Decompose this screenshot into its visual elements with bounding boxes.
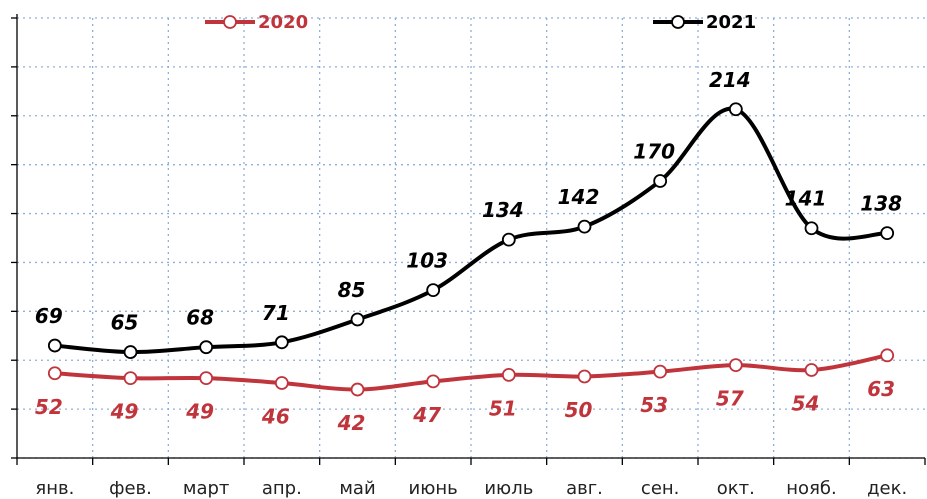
data-label: 47 [412,403,441,427]
point [123,345,138,359]
x-tick-label: авг. [566,478,603,499]
point [426,283,441,298]
point [804,363,819,377]
data-label: 85 [338,278,366,302]
point [123,371,138,386]
data-label: 57 [716,387,744,411]
data-label: 50 [565,398,593,422]
data-label: 65 [111,311,139,335]
x-tick-label: дек. [867,478,907,499]
point [728,358,743,373]
point [274,376,289,390]
data-label: 51 [489,396,517,420]
point [653,174,668,188]
point [274,335,289,350]
data-label: 214 [709,68,751,92]
data-label: 46 [261,405,290,429]
legend-label: 2021 [706,12,756,33]
data-label: 103 [406,249,448,273]
x-tick-label: апр. [262,478,302,499]
point [199,340,214,355]
point [880,348,895,363]
point [47,366,62,381]
data-label: 53 [640,393,668,417]
x-tick-label: фев. [109,478,152,499]
x-tick-label: июль [484,478,533,499]
x-tick-label: окт. [717,478,755,499]
x-tick-label: март [183,478,230,499]
series-line [54,353,888,392]
data-label: 142 [558,185,600,209]
x-tick-label: янв. [35,478,74,499]
data-label: 68 [186,306,214,330]
x-tick-label: сен. [641,478,679,499]
data-label: 141 [785,187,827,211]
data-label: 52 [35,395,63,419]
point [350,312,365,327]
point [804,221,819,236]
legend-marker [671,15,685,29]
x-tick-label: июнь [409,478,458,499]
point [577,369,592,384]
data-label: 69 [35,304,63,328]
data-label: 170 [633,139,675,163]
point [577,219,592,234]
data-label: 63 [867,377,895,401]
point [350,382,365,397]
data-label: 54 [792,392,820,416]
legend-marker [223,15,237,29]
point [728,102,743,117]
data-label: 42 [337,411,366,435]
legend-label: 2020 [258,12,308,33]
x-tick-label: май [339,478,375,499]
point [501,367,516,382]
point [653,364,668,379]
data-label: 71 [262,301,290,325]
data-label: 49 [110,400,139,424]
point [199,371,214,386]
point [47,338,62,353]
data-label: 49 [185,400,214,424]
data-label: 134 [482,198,524,222]
point [880,226,895,241]
data-label: 138 [860,192,902,216]
x-tick-label: нояб. [786,478,836,499]
point [426,374,441,389]
point [501,232,516,247]
